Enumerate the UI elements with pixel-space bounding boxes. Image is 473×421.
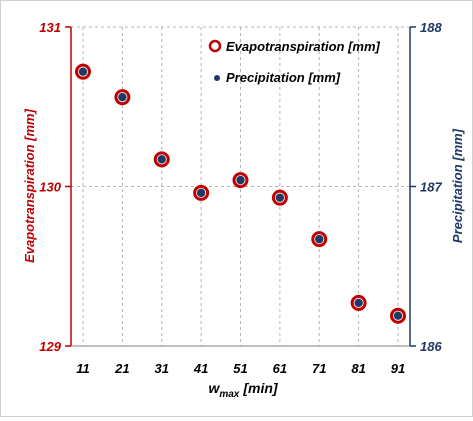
precipitation-point: [196, 188, 206, 198]
x-axis-label: wmax [min]: [208, 380, 278, 400]
precipitation-point: [393, 311, 403, 320]
right-y-tick-label: 186: [420, 339, 442, 354]
right-y-tick-label: 188: [420, 20, 442, 35]
left-y-tick-label: 131: [39, 20, 61, 35]
x-tick-label: 61: [273, 361, 287, 376]
data-markers: [75, 63, 406, 324]
precipitation-point: [157, 155, 166, 164]
x-tick-label: 41: [193, 361, 208, 376]
x-axis-label-unit: [min]: [242, 380, 279, 396]
precipitation-point: [118, 92, 127, 102]
x-axis-label-subscript: max: [219, 389, 239, 400]
legend-marker-evapotranspiration: [208, 39, 222, 53]
right-y-tick-label: 187: [420, 180, 442, 195]
precipitation-point: [354, 298, 363, 308]
x-axis-label-main: w: [208, 380, 220, 396]
tick-labels: 11 21 31 41 51 61 71 81 91 129 130 131 186 187 188: [39, 20, 442, 376]
x-tick-label: 51: [233, 361, 247, 376]
precipitation-point: [275, 193, 285, 202]
x-tick-label: 31: [155, 361, 169, 376]
x-tick-label: 81: [351, 361, 365, 376]
left-y-tick-label: 130: [39, 180, 61, 195]
x-tick-label: 91: [391, 361, 405, 376]
right-y-axis-label: Precipitation [mm]: [450, 128, 465, 243]
grid-lines: [71, 26, 410, 346]
legend-label-precipitation: Precipitation [mm]: [226, 70, 341, 85]
legend: Evapotranspiration [mm] Precipitation [m…: [208, 39, 381, 85]
x-tick-label: 21: [114, 361, 129, 376]
precipitation-point: [78, 67, 88, 76]
precipitation-point: [315, 234, 324, 244]
precipitation-point: [236, 175, 245, 185]
left-y-axis-label: Evapotranspiration [mm]: [22, 108, 37, 263]
x-tick-label: 71: [312, 361, 326, 376]
left-y-tick-label: 129: [39, 339, 61, 354]
legend-marker-precipitation: [214, 75, 220, 81]
x-tick-label: 11: [76, 361, 90, 376]
legend-label-evapotranspiration: Evapotranspiration [mm]: [226, 39, 381, 54]
